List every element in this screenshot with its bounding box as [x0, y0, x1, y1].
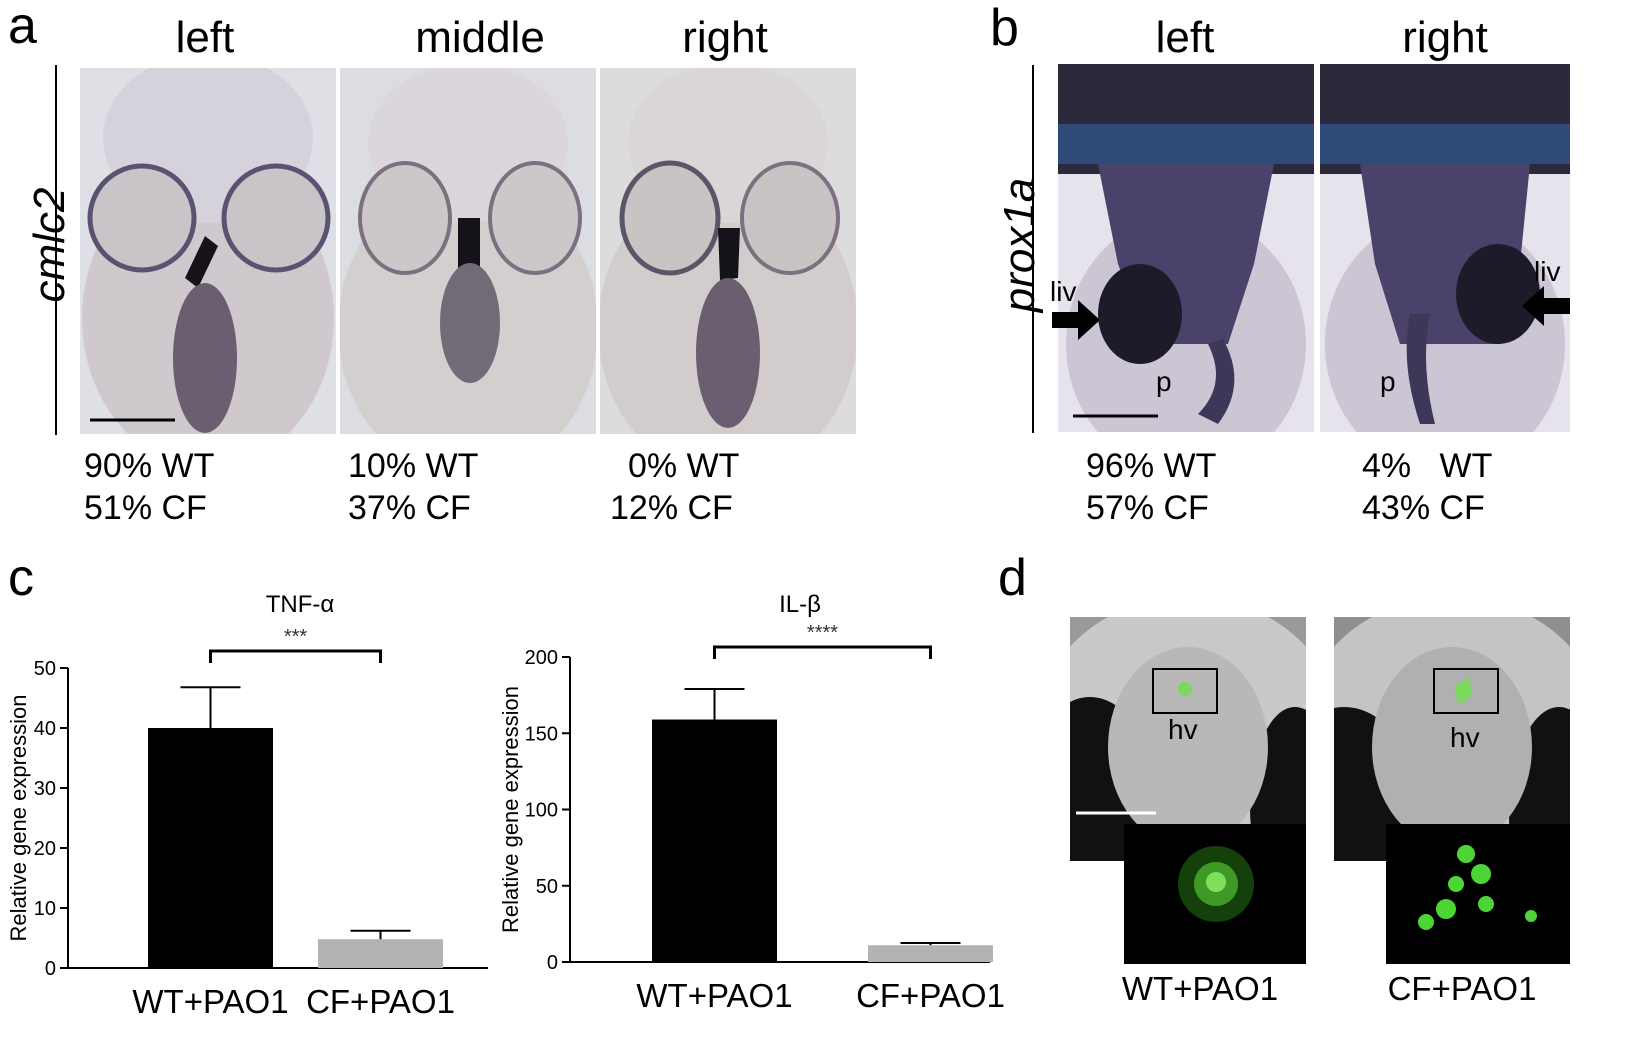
category-label: WT+PAO1	[132, 983, 288, 1020]
panel-a-col-right-label: right	[682, 13, 768, 62]
panel-a-gene-label: cmlc2	[25, 187, 74, 303]
panel-b-liv-label-right: liv	[1534, 256, 1561, 287]
y-tick-label: 10	[34, 898, 56, 920]
bar-wt-pao1	[652, 719, 777, 962]
panel-a-right-wt: 0% WT	[628, 447, 740, 485]
panel-b-left-cf: 57% CF	[1086, 489, 1209, 527]
bar-cf-pao1	[318, 939, 443, 968]
y-tick-label: 50	[536, 876, 558, 898]
y-tick-label: 50	[34, 658, 56, 680]
panel-a-col-left-label: left	[175, 13, 235, 62]
panel-c-letter: c	[8, 549, 34, 607]
panel-a-left-cf: 51% CF	[84, 489, 207, 527]
significance-stars: ****	[807, 622, 838, 644]
y-axis-label: Relative gene expression	[498, 686, 523, 933]
panel-a-right-cf: 12% CF	[610, 489, 733, 527]
panel-d-letter: d	[998, 549, 1027, 607]
panel-b-right-wt: 4% WT	[1362, 447, 1493, 485]
embryo-image-b-right	[1320, 64, 1570, 432]
liver-arrow-left-icon	[1052, 300, 1100, 340]
significance-bracket	[209, 649, 382, 663]
embryo-image-a-middle	[340, 68, 596, 434]
panel-b-gene-bar	[1032, 65, 1034, 433]
panel-b-liv-label-left: liv	[1050, 276, 1077, 307]
infection-image-wt	[1070, 617, 1306, 861]
infection-inset-cf	[1386, 824, 1570, 964]
panel-b-letter: b	[990, 0, 1019, 57]
liver-arrow-right-icon	[1522, 286, 1570, 326]
panel-b-pancreas-label-left: p	[1156, 366, 1172, 397]
y-axis-label: Relative gene expression	[6, 694, 31, 941]
category-label: CF+PAO1	[856, 977, 1005, 1014]
y-tick-label: 30	[34, 778, 56, 800]
embryo-image-a-left	[80, 68, 336, 434]
y-tick-label: 40	[34, 718, 56, 740]
bar-cf-pao1	[868, 945, 993, 962]
y-tick-label: 0	[547, 952, 558, 974]
category-label: CF+PAO1	[306, 983, 455, 1020]
panel-b-pancreas-label-right: p	[1380, 366, 1396, 397]
panel-a-left-wt: 90% WT	[84, 447, 215, 485]
bar-wt-pao1	[148, 728, 273, 968]
panel-a-middle-wt: 10% WT	[348, 447, 479, 485]
panel-b-right-cf: 43% CF	[1362, 489, 1485, 527]
category-label: WT+PAO1	[636, 977, 792, 1014]
panel-d-caption-wt: WT+PAO1	[1121, 970, 1279, 1007]
panel-d-hv-label-cf: hv	[1450, 722, 1480, 753]
panel-b-gene-label: prox1a	[995, 177, 1044, 313]
chart-title: TNF-α	[266, 591, 335, 618]
panel-b-col-right-label: right	[1402, 13, 1488, 62]
significance-stars: ***	[284, 626, 308, 648]
y-tick-label: 0	[45, 958, 56, 980]
y-tick-label: 150	[525, 723, 558, 745]
infection-image-cf	[1334, 617, 1570, 861]
significance-bracket	[713, 645, 932, 659]
panel-d-caption-cf: CF+PAO1	[1387, 970, 1537, 1007]
panel-a-middle-cf: 37% CF	[348, 489, 471, 527]
y-tick-label: 100	[525, 800, 558, 822]
panel-a-col-middle-label: middle	[415, 13, 545, 62]
infection-inset-wt	[1124, 824, 1306, 964]
panel-b-col-left-label: left	[1155, 13, 1215, 62]
y-tick-label: 20	[34, 838, 56, 860]
panel-a-gene-bar	[55, 65, 57, 435]
chart-title: IL-β	[779, 591, 821, 618]
panel-a-letter: a	[8, 0, 37, 55]
panel-b-left-wt: 96% WT	[1086, 447, 1217, 485]
embryo-image-b-left	[1058, 64, 1314, 432]
panel-d-hv-label-wt: hv	[1168, 714, 1198, 745]
embryo-image-a-right	[600, 68, 856, 434]
y-tick-label: 200	[525, 647, 558, 669]
